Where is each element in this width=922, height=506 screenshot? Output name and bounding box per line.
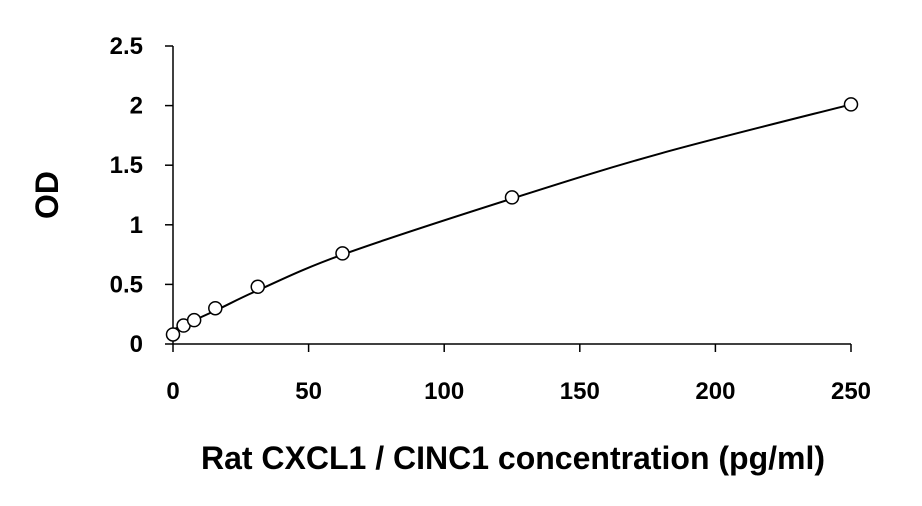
y-tick-label: 0.5	[110, 271, 143, 298]
data-point	[208, 300, 223, 316]
y-tick-label: 1	[130, 212, 143, 239]
data-points	[165, 97, 859, 342]
x-tick-label: 100	[424, 378, 464, 405]
data-point	[335, 246, 350, 261]
fit-curve-layer	[172, 103, 852, 331]
y-tick-label: 1.5	[110, 152, 143, 179]
data-point	[186, 312, 202, 328]
y-tick-label: 2.5	[110, 33, 143, 60]
x-tick-label: 0	[166, 378, 179, 405]
x-tick-label: 150	[560, 378, 600, 405]
axes: 0 0.5 1 1.5 2 2.5 0 50 100 150 200 250	[110, 33, 871, 405]
data-point	[165, 327, 181, 342]
data-point	[843, 97, 859, 112]
x-tick-label: 250	[831, 378, 871, 405]
y-axis-title: OD	[29, 171, 65, 219]
y-tick-label: 0	[130, 331, 143, 358]
fit-curve	[172, 103, 852, 331]
x-axis-title: Rat CXCL1 / CINC1 concentration (pg/ml)	[201, 440, 825, 476]
data-point	[504, 190, 520, 205]
x-tick-label: 50	[295, 378, 322, 405]
y-tick-label: 2	[130, 93, 143, 120]
data-point	[250, 279, 265, 295]
x-tick-label: 200	[695, 378, 735, 405]
